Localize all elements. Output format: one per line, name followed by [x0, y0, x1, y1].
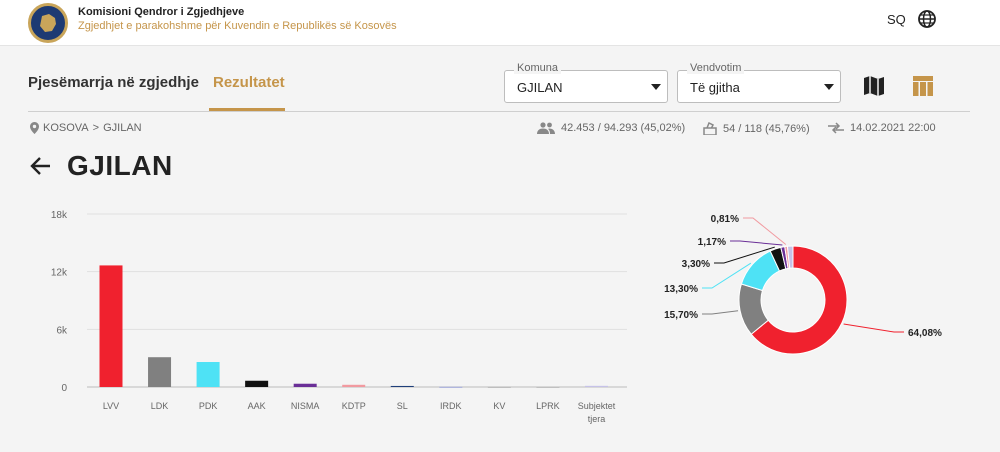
pie-label: 1,17% [698, 237, 726, 248]
komuna-label: Komuna [514, 62, 561, 74]
x-tick-label: LDK [151, 401, 169, 411]
voters-value: 42.453 / 94.293 (45,02%) [561, 122, 686, 134]
language-selector[interactable]: SQ [887, 12, 906, 27]
tab-results[interactable]: Rezultatet [213, 74, 285, 91]
people-icon [537, 122, 555, 134]
page-title: GJILAN [67, 150, 173, 181]
active-tab-indicator [209, 108, 285, 111]
bar[interactable] [584, 385, 608, 387]
komuna-select[interactable]: Komuna GJILAN [504, 62, 668, 103]
x-tick-label: Subjektet [578, 401, 616, 411]
tab-participation[interactable]: Pjesëmarrja në zgjedhje [28, 74, 199, 91]
pie-label-line [843, 323, 904, 333]
x-tick-label: PDK [199, 401, 218, 411]
vendvotim-value: Të gjitha [690, 80, 740, 95]
updated-value: 14.02.2021 22:00 [850, 122, 936, 134]
pie-label: 15,70% [664, 310, 698, 321]
x-tick-label: tjera [588, 414, 606, 424]
x-tick-label: SL [397, 401, 408, 411]
x-tick-label: AAK [248, 401, 266, 411]
breadcrumb-separator: > [92, 122, 100, 134]
x-tick-label: LPRK [536, 401, 560, 411]
y-tick-label: 18k [51, 210, 68, 221]
vendvotim-select[interactable]: Vendvotim Të gjitha [677, 62, 841, 103]
y-tick-label: 0 [61, 383, 67, 394]
x-tick-label: IRDK [440, 401, 462, 411]
location-pin-icon [30, 122, 39, 134]
map-icon[interactable] [862, 74, 886, 98]
ballot-box-icon [703, 122, 717, 135]
bar[interactable] [293, 383, 317, 387]
komuna-value: GJILAN [517, 80, 563, 95]
x-tick-label: KV [493, 401, 505, 411]
breadcrumb-current: GJILAN [103, 122, 142, 134]
x-tick-label: NISMA [291, 401, 320, 411]
bar[interactable] [342, 384, 366, 387]
voters-stat: 42.453 / 94.293 (45,02%) [537, 122, 685, 134]
kqz-logo[interactable] [28, 3, 68, 43]
pie-slice[interactable] [786, 245, 794, 269]
org-name: Komisioni Qendror i Zgjedhjeve [78, 6, 245, 18]
bar[interactable] [148, 357, 172, 387]
bar[interactable] [245, 380, 269, 387]
pie-label-line [743, 217, 787, 245]
bar[interactable] [536, 386, 560, 388]
top-bar: Komisioni Qendror i Zgjedhjeve Zgjedhjet… [0, 0, 1000, 46]
updated-stat: 14.02.2021 22:00 [828, 122, 936, 134]
kosovo-map-icon [40, 14, 56, 32]
y-tick-label: 6k [56, 325, 68, 336]
pie-slice[interactable] [750, 245, 848, 355]
pie-label: 64,08% [908, 328, 942, 339]
breadcrumb: KOSOVA > GJILAN [30, 122, 142, 134]
pie-chart: 64,08% 15,70% 13,30% 3,30% 1,17% 0,81% [664, 214, 942, 355]
vendvotim-label: Vendvotim [687, 62, 745, 74]
breadcrumb-root[interactable]: KOSOVA [43, 122, 89, 134]
pie-label-line [714, 246, 775, 264]
caret-down-icon [824, 84, 834, 90]
bar[interactable] [99, 265, 123, 387]
x-tick-label: KDTP [342, 401, 366, 411]
pie-label: 0,81% [711, 214, 739, 225]
caret-down-icon [651, 84, 661, 90]
table-icon[interactable] [912, 75, 934, 97]
back-arrow-icon[interactable] [30, 156, 52, 176]
pie-label: 13,30% [664, 284, 698, 295]
stations-stat: 54 / 118 (45,76%) [703, 122, 810, 135]
bar[interactable] [439, 386, 463, 388]
org-subtitle: Zgjedhjet e parakohshme për Kuvendin e R… [78, 20, 397, 32]
bar[interactable] [196, 362, 220, 387]
nav-row: Pjesëmarrja në zgjedhje Rezultatet [0, 46, 1000, 112]
pie-label-line [730, 240, 783, 246]
bar-chart: 0 6k 12k 18k LVV LDK PDK AAK NISMA KDTP SL IRDK KV LP… [51, 210, 627, 424]
sync-arrows-icon [828, 122, 844, 134]
x-tick-label: LVV [103, 401, 119, 411]
divider [28, 111, 970, 112]
bar[interactable] [487, 386, 511, 388]
pie-label-line [702, 262, 752, 289]
pie-label-line [702, 310, 739, 315]
bar[interactable] [390, 385, 414, 387]
y-tick-label: 12k [51, 268, 68, 279]
pie-label: 3,30% [682, 259, 710, 270]
globe-icon[interactable] [917, 9, 937, 29]
stations-value: 54 / 118 (45,76%) [723, 122, 810, 135]
